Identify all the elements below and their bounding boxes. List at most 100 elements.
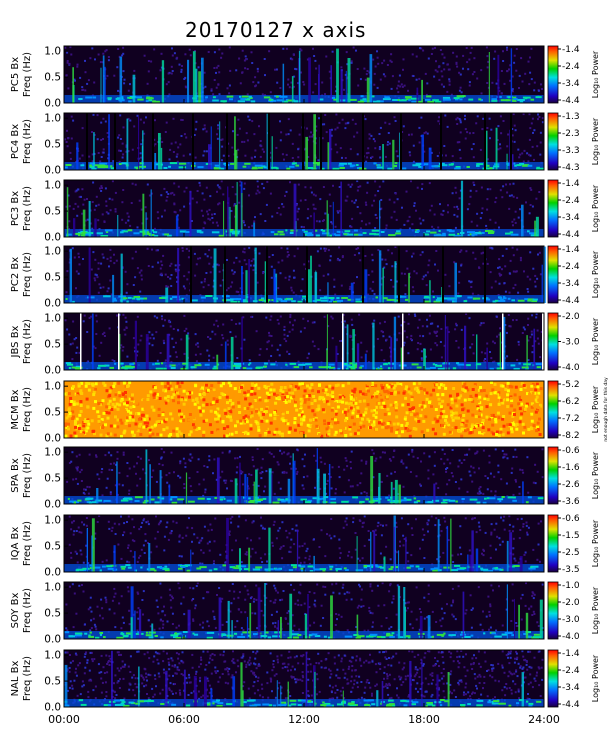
band-pixel xyxy=(285,363,288,366)
noise-pixel xyxy=(479,423,483,427)
noise-pixel xyxy=(499,384,503,388)
noise-pixel xyxy=(423,452,426,455)
noise-pixel xyxy=(518,492,521,495)
noise-pixel xyxy=(291,58,294,61)
noise-pixel xyxy=(79,400,83,403)
noise-pixel xyxy=(284,276,287,279)
spectral-streak xyxy=(119,333,121,370)
noise-pixel xyxy=(181,65,183,67)
band-pixel xyxy=(537,497,544,500)
noise-pixel xyxy=(512,113,515,116)
noise-pixel xyxy=(162,388,166,392)
noise-pixel xyxy=(531,117,534,120)
noise-pixel xyxy=(101,333,104,336)
noise-pixel xyxy=(454,481,457,483)
noise-pixel xyxy=(154,143,157,146)
noise-pixel xyxy=(155,331,158,334)
noise-pixel xyxy=(522,471,525,474)
noise-pixel xyxy=(538,191,541,193)
noise-pixel xyxy=(126,283,129,286)
noise-pixel xyxy=(499,115,502,118)
noise-pixel xyxy=(412,427,416,430)
noise-pixel xyxy=(393,210,396,213)
noise-pixel xyxy=(394,406,398,410)
band-pixel xyxy=(363,100,371,103)
noise-pixel xyxy=(321,388,325,392)
noise-pixel xyxy=(451,418,455,422)
noise-pixel xyxy=(64,138,67,141)
noise-pixel xyxy=(239,180,242,183)
noise-pixel xyxy=(158,463,161,465)
noise-pixel xyxy=(405,250,408,253)
band-pixel xyxy=(93,164,99,167)
noise-pixel xyxy=(68,414,72,418)
noise-pixel xyxy=(304,199,307,201)
noise-pixel xyxy=(222,382,225,386)
spectral-streak xyxy=(310,255,312,303)
noise-pixel xyxy=(419,414,423,418)
band-pixel xyxy=(98,364,106,367)
noise-pixel xyxy=(400,460,403,463)
band-pixel xyxy=(418,165,425,168)
noise-pixel xyxy=(422,49,425,52)
noise-pixel xyxy=(288,275,291,278)
noise-pixel xyxy=(351,217,354,220)
band-pixel xyxy=(338,164,344,167)
noise-pixel xyxy=(494,494,497,497)
noise-pixel xyxy=(102,52,105,55)
band-pixel xyxy=(252,166,258,169)
noise-pixel xyxy=(377,190,380,192)
noise-pixel xyxy=(245,132,248,135)
noise-pixel xyxy=(227,142,230,145)
noise-pixel xyxy=(225,397,229,401)
noise-pixel xyxy=(71,410,75,414)
noise-pixel xyxy=(83,198,86,201)
noise-pixel xyxy=(154,423,157,427)
noise-pixel xyxy=(226,339,229,342)
noise-pixel xyxy=(285,153,288,156)
spectral-streak xyxy=(379,200,381,237)
noise-pixel xyxy=(279,432,283,436)
noise-pixel xyxy=(242,220,245,222)
band-pixel xyxy=(128,296,132,299)
noise-pixel xyxy=(431,384,435,388)
noise-pixel xyxy=(466,61,469,64)
noise-pixel xyxy=(387,249,390,252)
noise-pixel xyxy=(470,411,474,414)
noise-pixel xyxy=(84,488,87,491)
noise-pixel xyxy=(242,421,246,425)
noise-pixel xyxy=(373,293,376,295)
noise-pixel xyxy=(493,416,497,420)
noise-pixel xyxy=(216,428,220,432)
y-tick-label: 0.5 xyxy=(44,139,61,151)
noise-pixel xyxy=(511,128,514,130)
noise-pixel xyxy=(213,213,216,215)
noise-pixel xyxy=(338,400,342,403)
noise-pixel xyxy=(448,80,451,83)
noise-pixel xyxy=(457,346,460,349)
noise-pixel xyxy=(462,414,466,417)
noise-pixel xyxy=(188,391,192,395)
noise-pixel xyxy=(447,331,450,333)
spectral-streak xyxy=(150,189,152,237)
noise-pixel xyxy=(518,87,520,89)
noise-pixel xyxy=(275,427,279,431)
noise-pixel xyxy=(262,187,265,190)
noise-pixel xyxy=(191,398,195,402)
noise-pixel xyxy=(168,381,172,385)
noise-pixel xyxy=(365,492,368,495)
noise-pixel xyxy=(354,122,357,125)
noise-pixel xyxy=(237,291,240,293)
band-pixel xyxy=(80,164,85,167)
band-pixel xyxy=(384,96,390,99)
noise-pixel xyxy=(328,70,331,73)
noise-pixel xyxy=(107,56,110,58)
noise-pixel xyxy=(391,75,394,78)
noise-pixel xyxy=(169,321,172,324)
band-pixel xyxy=(269,98,274,101)
noise-pixel xyxy=(336,151,339,154)
noise-pixel xyxy=(236,420,240,424)
noise-pixel xyxy=(221,451,224,454)
band-pixel xyxy=(89,164,93,167)
noise-pixel xyxy=(331,222,334,225)
